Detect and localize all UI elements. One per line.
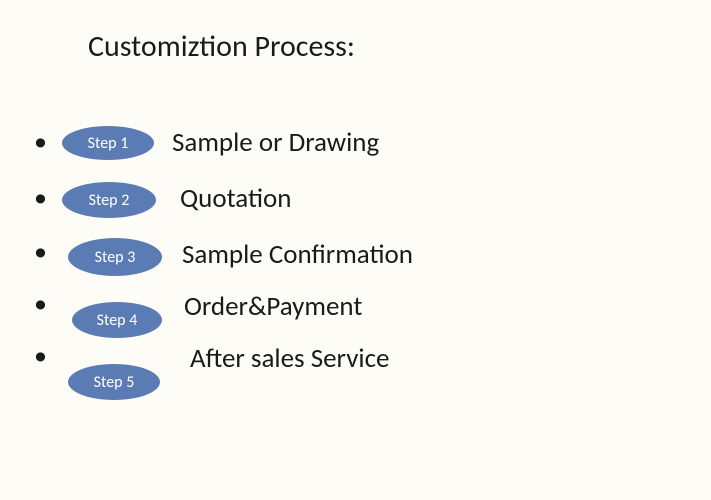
bullet: • bbox=[34, 342, 64, 368]
bullet: • bbox=[34, 238, 64, 264]
step-badge: Step 4 bbox=[72, 302, 162, 338]
step-description: After sales Service bbox=[190, 342, 389, 375]
bullet: • bbox=[34, 290, 64, 316]
step-description: Order&Payment bbox=[184, 290, 362, 323]
step-description: Quotation bbox=[180, 182, 291, 215]
step-description: Sample or Drawing bbox=[172, 126, 379, 159]
step-badge: Step 5 bbox=[68, 364, 160, 400]
step-badge: Step 1 bbox=[62, 126, 154, 160]
step-badge: Step 2 bbox=[62, 182, 156, 218]
step-description: Sample Confirmation bbox=[182, 238, 413, 271]
bullet: • bbox=[34, 184, 64, 210]
page-title: Customiztion Process: bbox=[88, 28, 355, 65]
step-badge: Step 3 bbox=[68, 238, 162, 276]
bullet: • bbox=[34, 128, 64, 154]
